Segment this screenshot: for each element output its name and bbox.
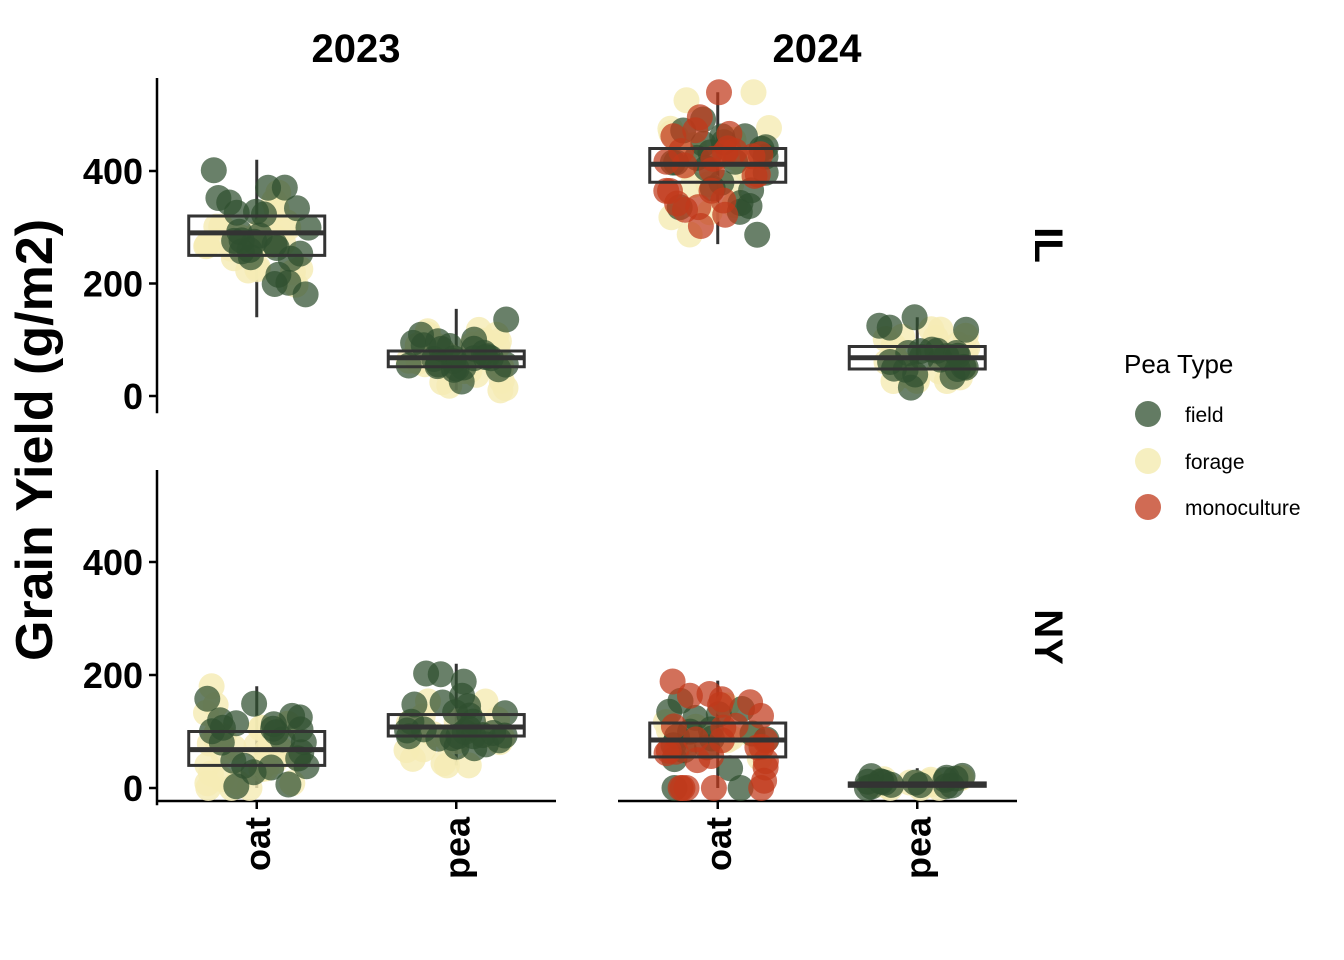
data-point-monoculture — [659, 668, 686, 695]
data-point-monoculture — [676, 682, 703, 709]
data-point-field — [401, 691, 428, 718]
data-point-field — [461, 326, 488, 353]
data-point-field — [493, 306, 520, 333]
panel-IL-2023: 0 200 400 — [83, 78, 526, 417]
facet-strip-IL: IL — [1026, 227, 1070, 263]
data-point-monoculture — [653, 740, 680, 767]
data-point-field — [277, 245, 304, 272]
data-point-field — [455, 693, 482, 720]
data-point-monoculture — [751, 767, 778, 794]
data-point-monoculture — [708, 686, 735, 713]
facet-strip-NY: NY — [1026, 609, 1070, 665]
panel-NY-2024: oat pea — [618, 668, 1017, 879]
boxplot-box — [187, 214, 327, 257]
data-point-field — [472, 731, 499, 758]
data-point-field — [251, 201, 277, 228]
data-point-monoculture — [716, 120, 743, 147]
data-point-field — [275, 771, 302, 798]
data-point-field — [895, 340, 922, 366]
data-point-forage — [194, 770, 221, 797]
data-point-monoculture — [685, 194, 712, 221]
panel-NY-2023: 0 200 400 oat pea — [83, 470, 556, 879]
legend-entry-field: field — [1135, 401, 1224, 427]
legend-key-monoculture — [1135, 494, 1161, 520]
data-point-field — [194, 685, 221, 712]
legend: Pea Type field forage monoculture — [1124, 349, 1301, 520]
data-point-monoculture — [700, 775, 727, 801]
legend-key-field — [1135, 401, 1161, 427]
data-point-field — [279, 702, 306, 729]
data-point-monoculture — [737, 689, 764, 716]
x-tick-label: pea — [436, 816, 477, 879]
data-point-field — [427, 661, 454, 688]
data-point-field — [901, 304, 928, 331]
legend-key-forage — [1135, 448, 1161, 474]
legend-entry-forage: forage — [1135, 448, 1245, 474]
x-tick-label: oat — [698, 817, 739, 871]
legend-entry-monoculture: monoculture — [1135, 494, 1301, 520]
data-point-monoculture — [741, 162, 768, 189]
x-tick-label: oat — [237, 817, 278, 871]
data-point-field — [717, 755, 744, 782]
plot-layer: 0 200 400 0 200 400 oat pea oat pea — [83, 78, 1017, 879]
data-point-field — [200, 157, 227, 184]
data-point-field — [485, 356, 512, 383]
data-point-forage — [193, 233, 220, 260]
data-point-field — [450, 668, 477, 695]
y-tick-label: 200 — [83, 264, 143, 305]
data-point-field — [292, 281, 319, 308]
legend-title: Pea Type — [1124, 349, 1233, 379]
data-point-field — [425, 725, 452, 752]
panel-IL-2024 — [648, 79, 987, 401]
facet-strip-2024: 2024 — [773, 27, 863, 71]
y-axis-label: Grain Yield (g/m2) — [6, 219, 64, 661]
data-point-field — [271, 174, 298, 201]
data-point-field — [744, 221, 771, 248]
data-point-monoculture — [660, 713, 687, 740]
data-point-monoculture — [682, 117, 709, 144]
data-point-monoculture — [710, 187, 737, 214]
data-point-monoculture — [653, 177, 680, 204]
data-point-field — [953, 316, 980, 343]
data-point-forage — [740, 79, 767, 106]
data-point-field — [207, 707, 234, 734]
y-tick-label: 0 — [123, 376, 143, 417]
data-point-monoculture — [722, 712, 749, 739]
data-point-field — [408, 321, 434, 348]
facet-strip-2023: 2023 — [312, 27, 401, 71]
data-point-monoculture — [667, 775, 694, 801]
data-point-forage — [756, 115, 782, 141]
data-point-monoculture — [706, 79, 732, 106]
data-point-forage — [399, 745, 426, 772]
legend-label-field: field — [1185, 404, 1224, 427]
data-point-field — [394, 717, 421, 744]
y-tick-label: 400 — [83, 151, 143, 192]
data-point-field — [223, 199, 250, 226]
legend-label-monoculture: monoculture — [1185, 497, 1301, 520]
legend-label-forage: forage — [1185, 451, 1245, 474]
data-point-field — [866, 312, 893, 339]
x-tick-label: pea — [897, 816, 938, 879]
data-point-field — [727, 775, 754, 801]
data-point-monoculture — [668, 138, 695, 164]
data-point-field — [288, 739, 315, 766]
data-point-field — [205, 185, 232, 211]
y-tick-label: 400 — [83, 542, 143, 583]
data-point-field — [241, 690, 268, 717]
y-tick-label: 200 — [83, 655, 143, 696]
data-point-field — [223, 773, 250, 800]
y-tick-label: 0 — [123, 768, 143, 809]
